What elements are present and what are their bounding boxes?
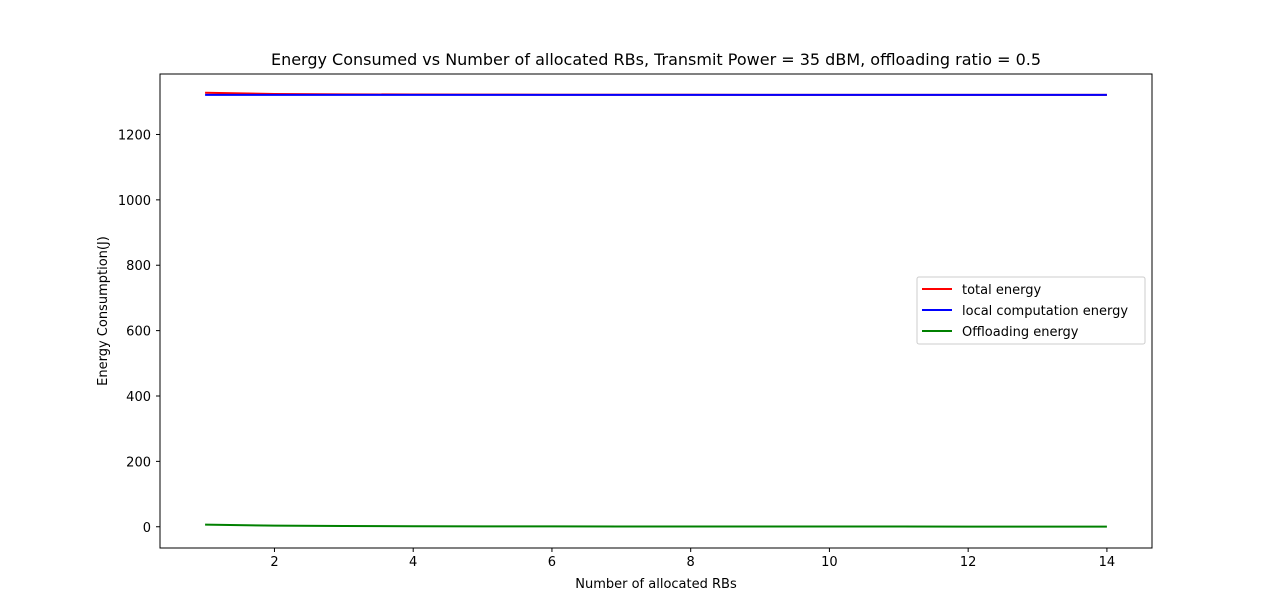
y-tick-label: 800 [126,259,151,274]
series-line-offloading-energy [205,523,1107,528]
y-tick-label: 200 [126,455,151,470]
legend-label-total-energy: total energy [962,283,1041,298]
x-tick-label: 4 [409,555,417,570]
chart-title: Energy Consumed vs Number of allocated R… [271,50,1041,69]
series-layer [205,91,1107,528]
y-axis-label: Energy Consumption(J) [96,236,111,386]
x-axis: 2 4 6 8 10 12 14 [270,548,1115,570]
plot-frame [159,73,1153,549]
x-tick-label: 6 [548,555,556,570]
y-tick-label: 600 [126,325,151,340]
y-tick-label: 1200 [118,128,151,143]
legend: total energy local computation energy Offl… [916,276,1146,345]
legend-label-offloading-energy: Offloading energy [962,325,1079,340]
x-tick-label: 14 [1099,555,1116,570]
x-tick-label: 12 [960,555,977,570]
x-tick-label: 10 [821,555,838,570]
legend-box [916,276,1146,345]
y-tick-label: 1000 [118,194,151,209]
x-axis-label: Number of allocated RBs [575,577,737,592]
y-tick-label: 400 [126,390,151,405]
x-tick-label: 8 [687,555,695,570]
x-tick-label: 2 [270,555,278,570]
y-tick-label: 0 [143,521,151,536]
legend-label-local-computation-energy: local computation energy [962,304,1128,319]
y-axis: 0 200 400 600 800 1000 1200 [118,128,160,536]
plot-area [159,73,1153,549]
